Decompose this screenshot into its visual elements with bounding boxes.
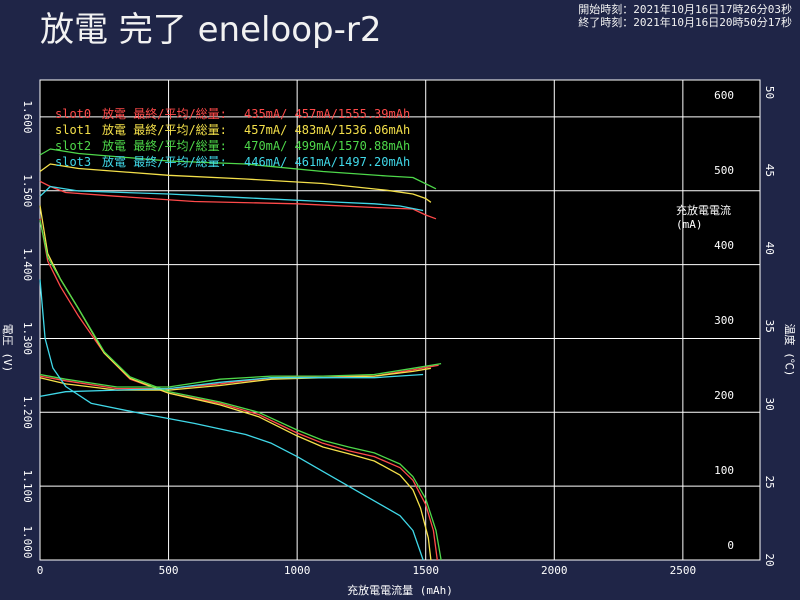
current-tick-label: 400 (714, 239, 734, 252)
legend-slot-name: slot3 (55, 155, 91, 169)
slot0-voltage-line (39, 218, 438, 561)
current-tick-label: 300 (714, 314, 734, 327)
legend-slot-name: slot1 (55, 123, 91, 137)
current-tick-label: 600 (714, 89, 734, 102)
temp-tick-label: 40 (763, 242, 776, 255)
start-time: 開始時刻：2021年10月16日17時26分03秒 (578, 3, 792, 16)
legend-label: 放電 最終/平均/総量: (102, 122, 227, 137)
legend-label: 放電 最終/平均/総量: (102, 154, 227, 169)
temp-tick-label: 20 (763, 553, 776, 566)
time-info: 開始時刻：2021年10月16日17時26分03秒 終了時刻：2021年10月1… (578, 3, 792, 29)
x-tick-label: 2000 (541, 564, 568, 577)
slot1-current-line (39, 163, 432, 203)
slot3-temperature-line (39, 373, 424, 398)
voltage-axis-label: 電圧 (V) (1, 324, 14, 373)
current-tick-label: 500 (714, 164, 734, 177)
slot2-current-line (39, 148, 437, 190)
slot1-temperature-line (39, 367, 432, 391)
x-tick-label: 1500 (412, 564, 439, 577)
x-tick-label: 1000 (284, 564, 311, 577)
voltage-tick-label: 1.500 (21, 174, 34, 207)
voltage-tick-label: 1.100 (21, 470, 34, 503)
current-tick-label: 200 (714, 389, 734, 402)
voltage-tick-label: 1.000 (21, 525, 34, 558)
legend-slot-name: slot0 (55, 107, 91, 121)
current-tick-label: 0 (727, 539, 734, 552)
temp-tick-label: 30 (763, 398, 776, 411)
legend-values: 435mA/ 457mA/1555.39mAh (244, 107, 410, 121)
chart-title: 放電 完了 eneloop-r2 (40, 10, 382, 50)
slot0-temperature-line (39, 364, 439, 390)
end-time: 終了時刻：2021年10月16日20時50分17秒 (578, 16, 792, 29)
voltage-tick-label: 1.300 (21, 322, 34, 355)
temp-tick-label: 45 (763, 164, 776, 177)
temp-axis-label: 温度 (℃) (783, 324, 797, 377)
current-axis-unit: (mA) (676, 218, 703, 231)
x-tick-label: 0 (37, 564, 44, 577)
temp-tick-label: 35 (763, 320, 776, 333)
legend-values: 470mA/ 499mA/1570.88mAh (244, 139, 410, 153)
slot0-current-line (39, 180, 437, 220)
legend-values: 457mA/ 483mA/1536.06mAh (244, 123, 410, 137)
slot3-voltage-line (39, 279, 424, 561)
temp-tick-label: 25 (763, 475, 776, 488)
temp-tick-label: 50 (763, 86, 776, 99)
plot-border (39, 79, 761, 561)
legend-label: 放電 最終/平均/総量: (102, 106, 227, 121)
slot2-voltage-line (39, 220, 442, 561)
x-axis-label: 充放電電流量 (mAh) (347, 583, 453, 597)
slot3-current-line (39, 185, 424, 212)
x-tick-label: 2500 (670, 564, 697, 577)
legend-values: 446mA/ 461mA/1497.20mAh (244, 155, 410, 169)
voltage-tick-label: 1.400 (21, 248, 34, 281)
current-axis-label: 充放電電流 (676, 203, 731, 217)
legend-label: 放電 最終/平均/総量: (102, 138, 227, 153)
slot2-temperature-line (39, 362, 442, 388)
current-tick-label: 100 (714, 464, 734, 477)
legend-slot-name: slot2 (55, 139, 91, 153)
voltage-tick-label: 1.600 (21, 100, 34, 133)
x-tick-label: 500 (159, 564, 179, 577)
voltage-tick-label: 1.200 (21, 396, 34, 429)
